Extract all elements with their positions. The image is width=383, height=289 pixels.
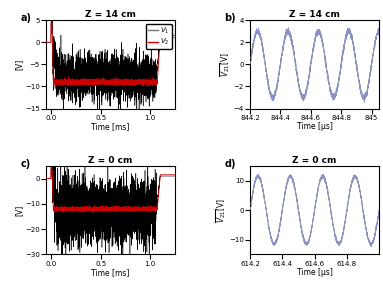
Text: a): a): [20, 13, 31, 23]
Title: Z = 14 cm: Z = 14 cm: [289, 10, 340, 19]
Title: Z = 14 cm: Z = 14 cm: [85, 10, 136, 19]
Title: Z = 0 cm: Z = 0 cm: [88, 156, 133, 165]
X-axis label: Time [ms]: Time [ms]: [92, 268, 130, 277]
Text: b): b): [224, 13, 236, 23]
Y-axis label: [V]: [V]: [15, 59, 23, 70]
Y-axis label: $\overline{V_{21}}$[V]: $\overline{V_{21}}$[V]: [214, 198, 228, 223]
Text: d): d): [224, 159, 236, 169]
Y-axis label: $\overline{V_{21}}$[V]: $\overline{V_{21}}$[V]: [219, 52, 232, 77]
Legend: $V_1$, $V_2$: $V_1$, $V_2$: [146, 24, 172, 49]
Title: Z = 0 cm: Z = 0 cm: [292, 156, 337, 165]
X-axis label: Time [ms]: Time [ms]: [92, 122, 130, 131]
X-axis label: Time [μs]: Time [μs]: [297, 268, 332, 277]
Text: c): c): [20, 159, 30, 169]
X-axis label: Time [μs]: Time [μs]: [297, 122, 332, 131]
Y-axis label: [V]: [V]: [15, 205, 23, 216]
